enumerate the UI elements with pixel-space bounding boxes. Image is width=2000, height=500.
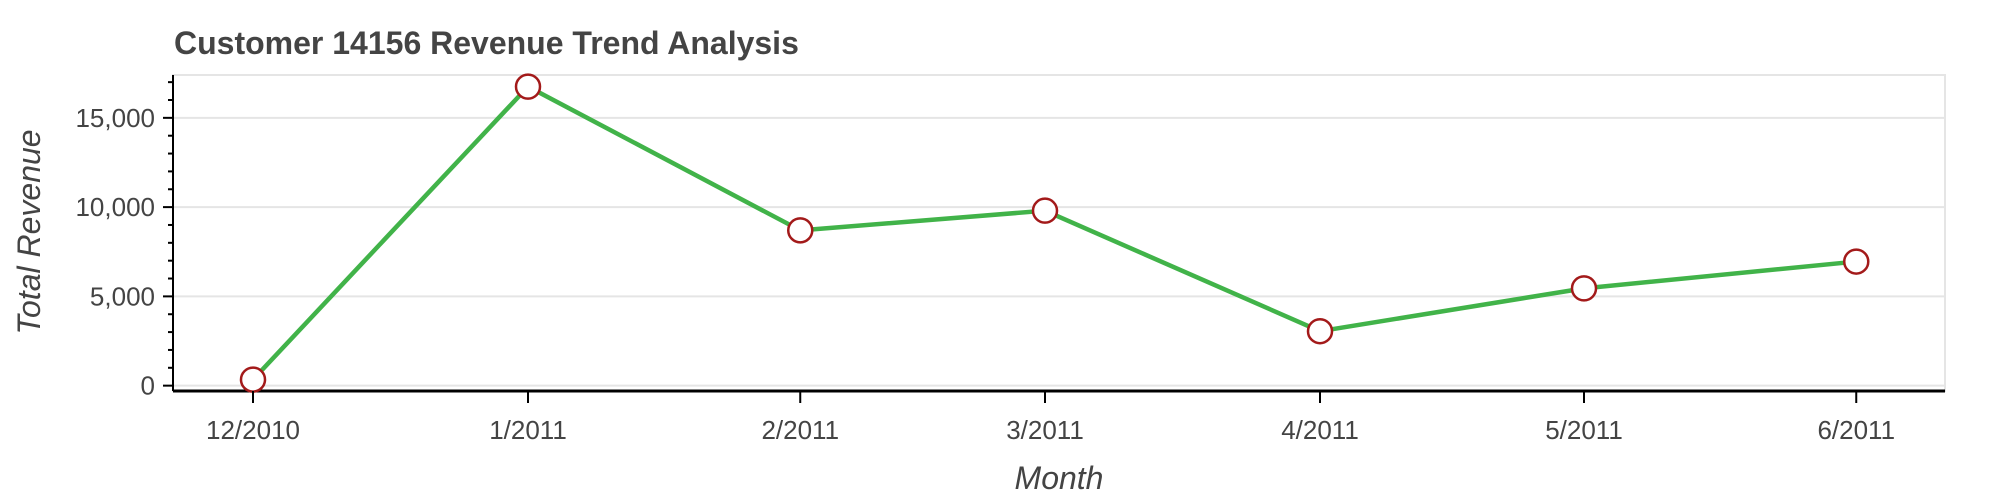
y-tick-label: 15,000 bbox=[75, 103, 155, 133]
x-axis-ticks: 12/2010 1/2011 2/2011 3/2011 4/2011 5/2011 6/2… bbox=[206, 391, 1895, 445]
y-axis-label: Total Revenue bbox=[11, 129, 47, 334]
x-tick-label: 4/2011 bbox=[1281, 415, 1359, 445]
y-tick-label: 5,000 bbox=[90, 281, 155, 311]
series-layer bbox=[239, 73, 1870, 393]
data-point bbox=[514, 73, 542, 100]
x-tick-label: 5/2011 bbox=[1545, 415, 1623, 445]
x-tick-label: 12/2010 bbox=[206, 415, 300, 445]
data-point bbox=[1031, 197, 1059, 224]
gridlines bbox=[173, 116, 1945, 387]
chart-title: Customer 14156 Revenue Trend Analysis bbox=[174, 25, 799, 61]
y-axis-ticks: 0 5,000 10,000 15,000 bbox=[75, 81, 173, 401]
x-tick-label: 6/2011 bbox=[1817, 415, 1895, 445]
x-tick-label: 3/2011 bbox=[1006, 415, 1084, 445]
x-tick-label: 2/2011 bbox=[761, 415, 839, 445]
series-line bbox=[251, 84, 1857, 382]
y-tick-label: 0 bbox=[141, 371, 155, 401]
data-point bbox=[1306, 317, 1334, 345]
plot-area bbox=[172, 74, 1946, 392]
data-point bbox=[787, 217, 814, 244]
data-point bbox=[1570, 275, 1598, 302]
x-axis-label: Month bbox=[1015, 460, 1104, 496]
axes bbox=[172, 75, 1945, 393]
x-tick-label: 1/2011 bbox=[489, 415, 567, 445]
data-point bbox=[239, 366, 267, 393]
data-point bbox=[1843, 248, 1870, 275]
y-tick-label: 10,000 bbox=[75, 192, 155, 222]
